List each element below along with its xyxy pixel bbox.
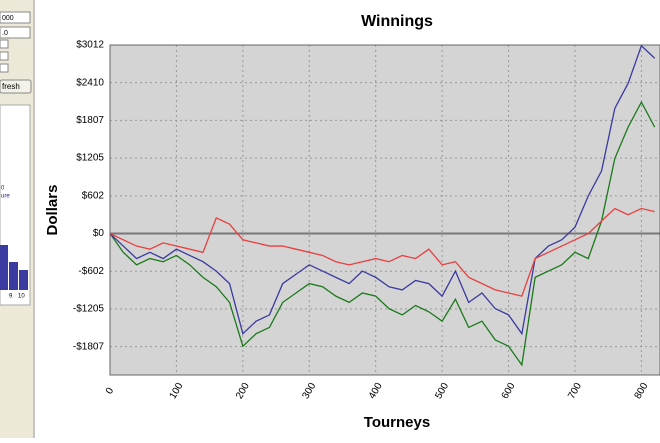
input[interactable] <box>0 51 9 61</box>
mini-label: 0 <box>1 186 5 192</box>
input[interactable] <box>0 26 31 39</box>
y-tick-label: $602 <box>82 190 105 201</box>
mini-tick: 10 <box>18 294 25 300</box>
series-line <box>109 100 656 367</box>
mini-bar <box>0 245 8 290</box>
mini-bar <box>9 262 18 290</box>
refresh-button[interactable] <box>0 79 32 94</box>
x-tick-label: 200 <box>234 381 252 401</box>
y-tick-label: $1205 <box>76 153 104 164</box>
x-axis-label: Tourneys <box>364 414 430 431</box>
x-tick-label: 500 <box>433 381 451 401</box>
y-tick-label: -$1807 <box>73 341 105 352</box>
y-tick-label: $0 <box>93 228 105 239</box>
input[interactable] <box>0 63 9 73</box>
x-tick-label: 700 <box>566 381 584 401</box>
input[interactable] <box>0 11 31 24</box>
plot-frame <box>109 44 660 376</box>
chart-title: Winnings <box>361 13 433 30</box>
mini-bar <box>19 270 28 290</box>
y-tick-label: $3012 <box>76 40 104 51</box>
y-tick-label: -$602 <box>78 266 104 277</box>
mini-label: ure <box>1 194 10 200</box>
series-line <box>109 44 656 336</box>
x-tick-label: 0 <box>104 386 117 397</box>
y-tick-label: $2410 <box>76 77 104 88</box>
series-line <box>109 207 655 297</box>
input-text: .0 <box>2 30 8 37</box>
x-tick-label: 600 <box>500 381 518 401</box>
y-tick-label: $1807 <box>76 115 104 126</box>
x-tick-label: 400 <box>367 381 385 401</box>
y-axis-label: Dollars <box>44 185 61 236</box>
x-tick-label: 800 <box>633 381 651 401</box>
x-tick-label: 100 <box>168 381 186 401</box>
plot-area <box>110 45 660 375</box>
input[interactable] <box>0 39 9 49</box>
x-tick-label: 300 <box>300 381 318 401</box>
button-label: fresh <box>2 82 20 91</box>
mini-tick: 9 <box>9 294 13 300</box>
input-text: 000 <box>2 15 14 22</box>
y-tick-label: -$1205 <box>73 304 105 315</box>
